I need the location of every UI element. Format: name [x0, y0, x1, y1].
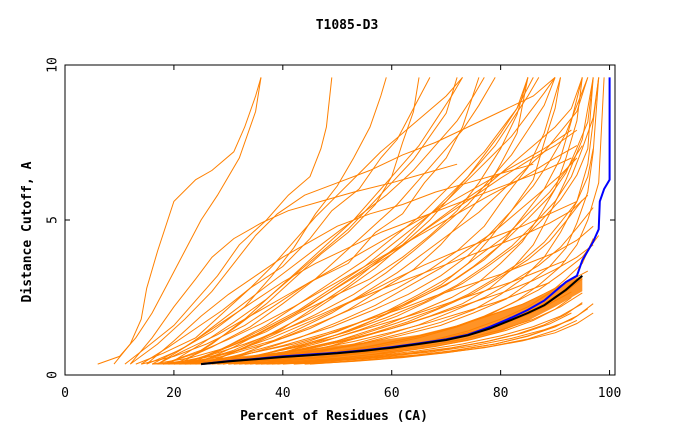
model-curve-6: [141, 77, 480, 365]
model-curve-38: [173, 77, 496, 365]
model-curve-14: [162, 77, 420, 365]
model-curve-21: [151, 157, 572, 365]
model-curve-52: [157, 129, 572, 365]
highlight-black-curve: [201, 275, 583, 366]
y-tick-label: 5: [46, 216, 61, 224]
x-tick-label: 100: [598, 386, 621, 401]
model-curve-37: [190, 77, 540, 365]
model-curve-4: [124, 77, 333, 365]
model-curve-24: [168, 200, 578, 365]
model-curve-33: [140, 77, 463, 365]
model-curve-5: [135, 77, 431, 365]
y-tick-label: 10: [46, 57, 61, 73]
model-curve-54: [271, 303, 583, 365]
model-curve-61: [217, 77, 589, 365]
model-curve-55: [189, 77, 534, 365]
model-curve-64: [239, 77, 594, 365]
model-curve-46: [168, 77, 458, 365]
y-tick-label: 0: [46, 371, 61, 379]
model-curve-10: [168, 77, 594, 365]
model-curve-56: [233, 77, 594, 365]
model-density-band: [152, 275, 583, 365]
model-curve-44: [211, 157, 578, 365]
model-curve-31: [179, 129, 578, 365]
model-curve-66: [309, 303, 594, 365]
y-axis-label: Distance Cutoff, A: [20, 161, 35, 302]
x-axis-label: Percent of Residues (CA): [240, 409, 428, 424]
chart-title: T1085-D3: [316, 18, 379, 33]
model-curve-2: [97, 77, 262, 365]
model-curve-43: [146, 163, 534, 365]
model-curve-45: [184, 77, 556, 365]
x-tick-label: 80: [493, 386, 509, 401]
highlight-curves: [200, 77, 611, 366]
model-curve-3: [113, 77, 262, 365]
model-curve-51: [179, 77, 463, 365]
model-curve-50: [222, 145, 583, 365]
model-curve-8: [157, 77, 561, 365]
model-curve-20: [130, 77, 556, 365]
model-curve-40: [217, 77, 600, 365]
x-tick-label: 0: [61, 386, 69, 401]
x-tick-label: 20: [166, 386, 182, 401]
x-tick-label: 40: [275, 386, 291, 401]
model-curve-68: [162, 145, 578, 365]
model-curve-15: [146, 77, 387, 365]
model-curve-49: [206, 77, 529, 365]
model-curve-60: [195, 77, 583, 365]
x-tick-label: 60: [384, 386, 400, 401]
model-curve-67: [200, 77, 556, 365]
model-curve-22: [184, 194, 589, 365]
model-curves: [97, 77, 605, 365]
axis-ticks: 0 20 40 60 80 100 0 5 10: [46, 57, 622, 401]
model-curve-41: [228, 148, 594, 365]
